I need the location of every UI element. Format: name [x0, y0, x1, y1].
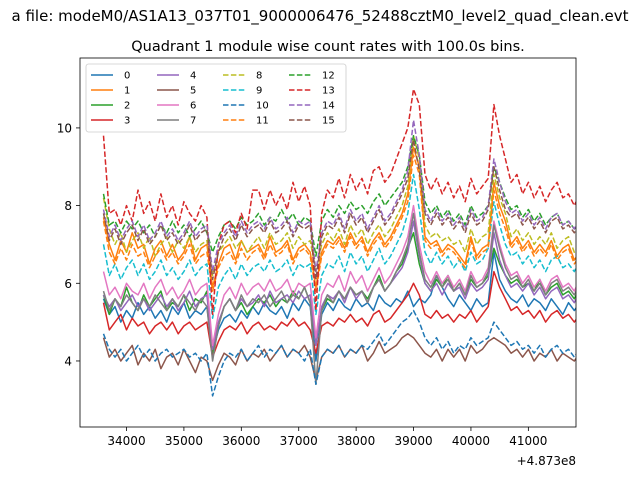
legend-label-6: 6 — [190, 101, 196, 112]
legend-label-15: 15 — [322, 116, 335, 127]
legend-label-13: 13 — [322, 86, 335, 97]
x-offset-label: +4.873e8 — [517, 454, 576, 468]
series-line-8 — [102, 134, 576, 277]
x-tick-label: 40000 — [452, 434, 490, 448]
series-line-13 — [102, 88, 576, 316]
figure-suptitle: a file: modeM0/AS1A13_037T01_9000006476_… — [12, 7, 629, 26]
series-line-12 — [102, 134, 576, 257]
y-tick-label: 8 — [64, 199, 72, 213]
x-tick-label: 37000 — [280, 434, 318, 448]
legend-label-10: 10 — [256, 101, 269, 112]
legend-label-14: 14 — [322, 101, 335, 112]
legend-label-7: 7 — [190, 116, 196, 127]
y-tick-label: 6 — [64, 277, 72, 291]
legend-label-3: 3 — [124, 116, 130, 127]
series-line-4 — [102, 220, 576, 351]
legend-label-11: 11 — [256, 116, 269, 127]
legend-label-1: 1 — [124, 86, 130, 97]
series-line-6 — [102, 204, 576, 347]
x-tick-label: 34000 — [107, 434, 145, 448]
series-line-15 — [102, 138, 576, 281]
legend-label-5: 5 — [190, 86, 196, 97]
x-tick-label: 35000 — [165, 434, 203, 448]
x-tick-label: 38000 — [337, 434, 375, 448]
series-line-9 — [102, 173, 576, 319]
y-axis: 4 6 8 10 — [57, 121, 80, 368]
legend-label-12: 12 — [322, 71, 335, 82]
series-line-14 — [102, 119, 576, 273]
legend-box — [85, 63, 347, 133]
series-line-10 — [102, 309, 576, 397]
series-line-3 — [102, 270, 576, 358]
plot-frame — [79, 57, 577, 428]
series-line-11 — [102, 154, 576, 292]
y-tick-label: 10 — [57, 121, 72, 135]
legend-label-2: 2 — [124, 101, 130, 112]
x-tick-label: 36000 — [222, 434, 260, 448]
legend-label-0: 0 — [124, 71, 130, 82]
legend-label-8: 8 — [256, 71, 262, 82]
x-tick-label: 39000 — [394, 434, 432, 448]
legend-label-4: 4 — [190, 71, 196, 82]
series-line-7 — [102, 212, 576, 386]
x-tick-label: 41000 — [509, 434, 547, 448]
series-layer — [102, 88, 576, 397]
chart-title: Quadrant 1 module wise count rates with … — [131, 39, 525, 55]
y-tick-label: 4 — [64, 354, 72, 368]
x-axis: 34000 35000 36000 37000 38000 39000 40000 41000 — [107, 427, 547, 448]
legend-label-9: 9 — [256, 86, 262, 97]
